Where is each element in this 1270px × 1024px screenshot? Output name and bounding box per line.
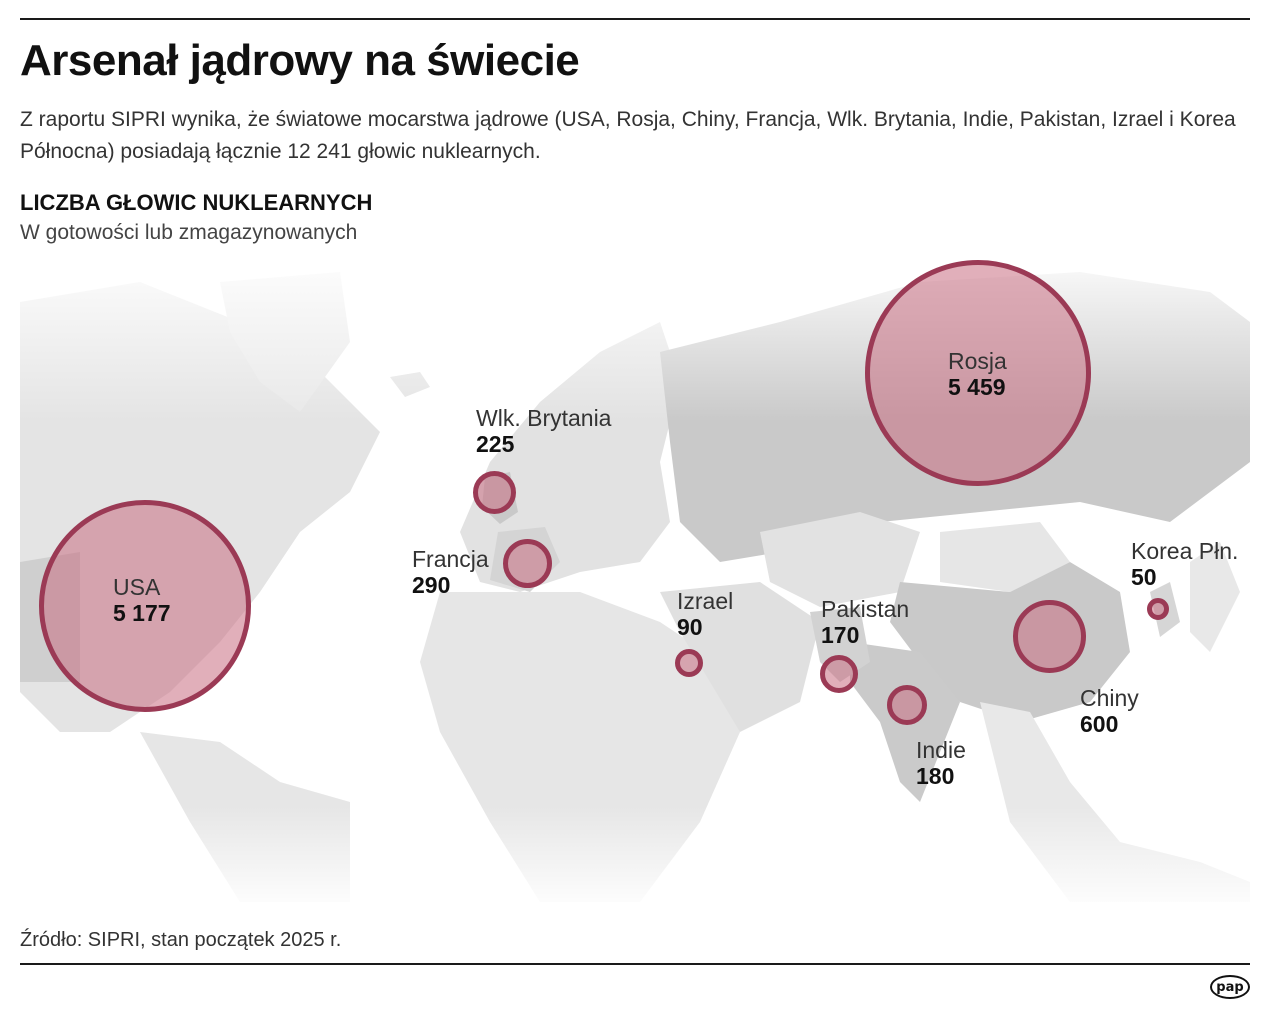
warhead-count: 600 — [1080, 711, 1119, 738]
bubble-usa — [39, 500, 251, 712]
bubble-china — [1013, 600, 1086, 673]
country-name: Wlk. Brytania — [476, 405, 612, 431]
pap-logo: pap — [1210, 975, 1250, 999]
source-note: Źródło: SIPRI, stan początek 2025 r. — [20, 929, 342, 951]
country-name: USA — [113, 574, 161, 600]
section-subtitle: W gotowości lub zmagazynowanych — [20, 221, 358, 244]
bubble-uk — [473, 471, 516, 514]
bubble-russia — [865, 260, 1091, 486]
warhead-count: 90 — [677, 614, 703, 641]
world-map-background — [20, 262, 1250, 902]
bubble-pakistan — [820, 655, 858, 693]
warhead-count: 170 — [821, 622, 860, 649]
top-rule — [20, 18, 1250, 20]
warhead-count: 5 177 — [113, 600, 171, 627]
section-title: LICZBA GŁOWIC NUKLEARNYCH — [20, 190, 373, 215]
bottom-rule — [20, 963, 1250, 965]
label-israel: Izrael 90 — [677, 588, 733, 641]
label-uk: Wlk. Brytania 225 — [476, 405, 611, 458]
world-map: USA 5 177 Rosja 5 459 Wlk. Brytania 225 … — [20, 260, 1250, 902]
page-title: Arsenał jądrowy na świecie — [20, 36, 580, 85]
label-russia: Rosja 5 459 — [948, 348, 1007, 401]
label-north-korea: Korea Płn. 50 — [1131, 538, 1238, 591]
warhead-count: 290 — [412, 572, 451, 599]
warhead-count: 50 — [1131, 564, 1157, 591]
country-name: Indie — [916, 737, 966, 763]
bubble-israel — [675, 649, 703, 677]
country-name: Chiny — [1080, 685, 1139, 711]
label-usa: USA 5 177 — [113, 574, 171, 627]
country-name: Pakistan — [821, 596, 910, 622]
label-france: Francja 290 — [412, 546, 489, 599]
label-india: Indie 180 — [916, 737, 966, 790]
warhead-count: 225 — [476, 431, 515, 458]
country-name: Izrael — [677, 588, 734, 614]
label-pakistan: Pakistan 170 — [821, 596, 909, 649]
bubble-india — [887, 685, 927, 725]
country-name: Rosja — [948, 348, 1007, 374]
country-name: Francja — [412, 546, 489, 572]
label-china: Chiny 600 — [1080, 685, 1139, 738]
bubble-france — [503, 539, 552, 588]
bubble-north-korea — [1147, 598, 1169, 620]
country-name: Korea Płn. — [1131, 538, 1239, 564]
warhead-count: 5 459 — [948, 374, 1006, 401]
warhead-count: 180 — [916, 763, 955, 790]
lead-text: Z raportu SIPRI wynika, że światowe moca… — [20, 108, 1236, 163]
